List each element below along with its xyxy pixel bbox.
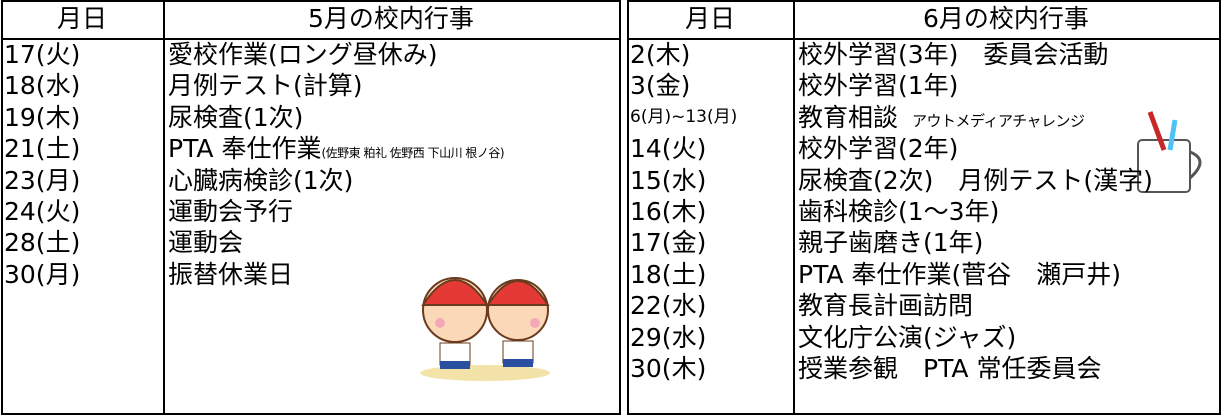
event-cell: 教育相談 アウトメディアチャレンジ [798,102,1218,137]
date-cell: 18(土) [630,259,707,289]
column-border [619,0,621,415]
date-cell: 29(水) [630,322,707,352]
event-cell: PTA 奉仕作業(菅谷 瀬戸井) [798,259,1218,290]
event-text: 教育相談 [798,102,899,132]
column-border [793,0,795,415]
event-text: 尿検査(2次) 月例テスト(漢字) [798,165,1153,195]
event-text: 歯科検診(1～3年) [798,197,1000,226]
event-cell: 文化庁公演(ジャズ) [798,322,1218,353]
event-cell: 校外学習(2年) [798,133,1218,164]
date-cell: 16(木) [630,197,707,226]
column-border [627,0,629,415]
event-text: 校外学習(1年) [798,71,959,101]
event-text: 親子歯磨き(1年) [798,228,984,258]
date-cell: 15(水) [630,165,707,195]
event-cell: 親子歯磨き(1年) [798,227,1218,258]
column-border [1,0,3,415]
event-cell: 心臓病検診(1次) [168,165,618,196]
event-text: 心臓病検診(1次) [168,165,354,195]
event-text: 授業参観 PTA 常任委員会 [798,354,1102,383]
event-text: 尿検査(1次) [168,102,304,132]
event-cell: 月例テスト(計算) [168,70,618,101]
event-cell: 運動会 [168,227,618,258]
date-cell: 30(月) [4,259,81,289]
date-cell: 3(金) [630,71,691,101]
date-cell: 18(水) [4,71,81,101]
event-text: 振替休業日 [168,259,294,289]
row-border [627,0,1221,2]
event-text: 運動会予行 [168,197,294,226]
event-text: 校外学習(2年) [798,134,959,164]
event-cell: 教育長計画訪問 [798,290,1218,321]
date-cell: 14(火) [630,134,707,164]
row-border [627,38,1221,40]
cup-illustration [1137,111,1202,193]
event-text: 運動会 [168,228,244,258]
header-cell: 5月の校内行事 [308,4,474,33]
date-cell: 28(土) [4,228,81,258]
row-border [1,0,621,2]
header-cell: 月日 [684,4,735,33]
event-text: 教育長計画訪問 [798,291,974,321]
event-cell: 愛校作業(ロング昼休み) [168,39,618,70]
row-border [1,38,621,40]
event-cell: 授業参観 PTA 常任委員会 [798,353,1218,384]
event-cell: PTA 奉仕作業(佐野東 粕礼 佐野西 下山川 根ノ谷) [168,133,618,169]
date-cell: 30(木) [630,354,707,383]
event-cell: 校外学習(3年) 委員会活動 [798,39,1218,70]
event-text: 文化庁公演(ジャズ) [798,322,1017,352]
date-cell: 2(木) [630,40,691,69]
row-border [627,413,1221,415]
row-border [1,413,621,415]
event-cell: 校外学習(1年) [798,70,1218,101]
event-cell: 歯科検診(1～3年) [798,196,1218,227]
event-text: PTA 奉仕作業 [168,134,322,164]
event-text: 月例テスト(計算) [168,71,363,101]
column-border [163,0,165,415]
kids-illustration [420,277,550,381]
event-cell: 振替休業日 [168,259,618,290]
event-note: (佐野東 粕礼 佐野西 下山川 根ノ谷) [321,146,505,161]
date-cell: 23(月) [4,165,81,195]
date-cell: 17(火) [4,40,81,69]
date-cell: 6(月)~13(月) [630,106,738,127]
event-cell: 運動会予行 [168,196,618,227]
date-cell: 19(木) [4,102,81,132]
date-cell: 21(土) [4,134,81,164]
event-text: 愛校作業(ロング昼休み) [168,40,438,69]
event-text: 校外学習(3年) 委員会活動 [798,40,1109,69]
header-cell: 6月の校内行事 [923,4,1089,33]
date-cell: 24(火) [4,197,81,226]
event-text: PTA 奉仕作業(菅谷 瀬戸井) [798,259,1121,289]
event-cell: 尿検査(2次) 月例テスト(漢字) [798,165,1218,196]
header-cell: 月日 [56,4,107,33]
event-cell: 尿検査(1次) [168,102,618,133]
date-cell: 22(水) [630,291,707,321]
date-cell: 17(金) [630,228,707,258]
column-border [1219,0,1221,415]
event-note: アウトメディアチャレンジ [912,111,1085,130]
